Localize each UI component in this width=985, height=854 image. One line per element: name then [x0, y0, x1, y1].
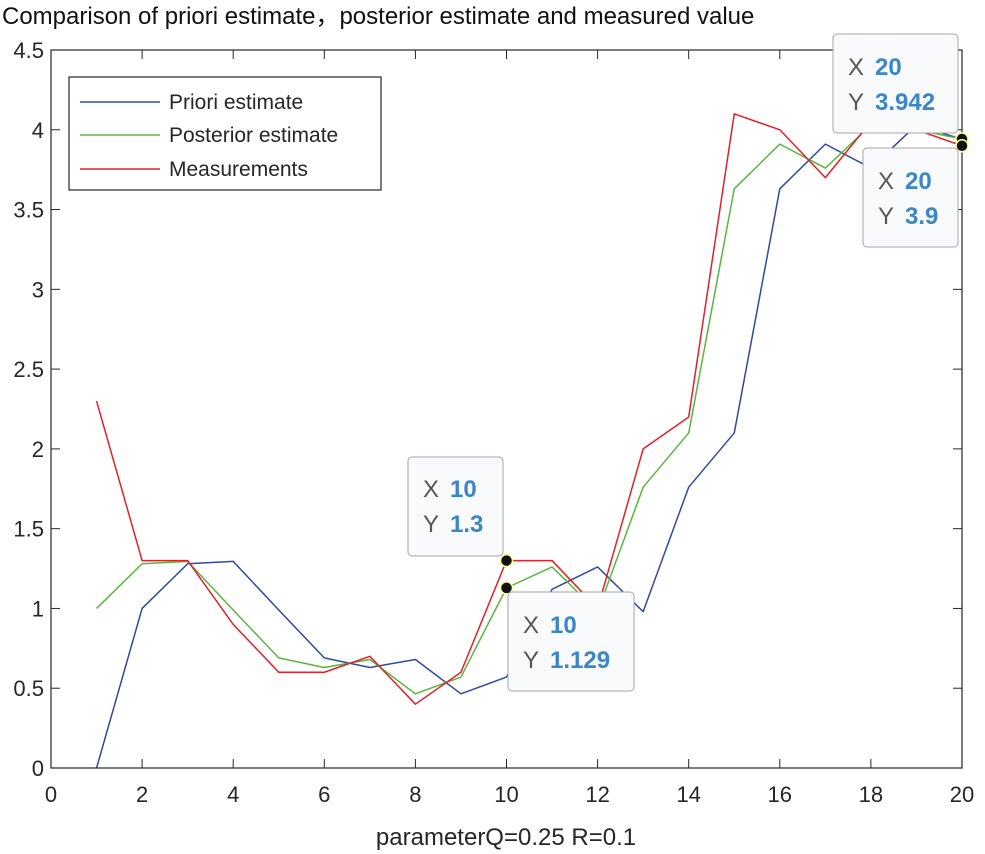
x-tick-label: 2 — [136, 782, 148, 807]
y-tick-label: 0 — [32, 756, 44, 781]
datatip-x-value: 10 — [450, 476, 477, 503]
y-tick-label: 4 — [32, 118, 44, 143]
datatip-y-label: Y — [523, 647, 539, 674]
datatip-y-label: Y — [878, 203, 894, 230]
series-line-posterior-estimate — [96, 124, 963, 695]
plot-border — [50, 49, 963, 769]
datatip-y-label: Y — [848, 89, 864, 116]
x-tick-label: 4 — [227, 782, 239, 807]
datatip-box — [407, 456, 504, 557]
datatip-3[interactable]: X 20 Y 3.942 — [832, 33, 959, 134]
y-tick-label: 3.5 — [13, 198, 44, 223]
x-tick-label: 16 — [768, 782, 792, 807]
datatip-box — [507, 591, 635, 692]
datatip-x-value: 20 — [875, 54, 902, 81]
datatip-x-value: 10 — [550, 612, 577, 639]
x-tick-label: 0 — [45, 782, 57, 807]
legend-box — [68, 76, 382, 191]
y-tick-label: 2.5 — [13, 357, 44, 382]
x-axis: 0 2 4 6 8 10 12 14 16 18 20 — [45, 50, 974, 807]
datatip-y-value: 1.3 — [450, 511, 483, 538]
x-tick-label: 20 — [950, 782, 974, 807]
legend: Priori estimate Posterior estimate Measu… — [68, 76, 382, 191]
x-tick-label: 8 — [409, 782, 421, 807]
datatip-x-value: 20 — [905, 168, 932, 195]
datatip-y-value: 3.942 — [875, 89, 935, 116]
datatip-x-label: X — [523, 612, 539, 639]
datatip-1[interactable]: X 10 Y 1.3 — [407, 456, 504, 557]
y-tick-label: 1 — [32, 596, 44, 621]
y-tick-label: 3 — [32, 277, 44, 302]
datatip-marker[interactable] — [499, 581, 514, 595]
x-tick-label: 18 — [859, 782, 883, 807]
datatip-y-value: 3.9 — [905, 203, 938, 230]
x-tick-label: 14 — [676, 782, 700, 807]
x-tick-label: 6 — [318, 782, 330, 807]
y-tick-label: 4.5 — [13, 38, 44, 63]
datatip-marker[interactable] — [955, 138, 969, 153]
datatip-x-label: X — [878, 168, 894, 195]
chart-title: Comparison of priori estimate，posterior … — [2, 3, 754, 30]
datatip-y-value: 1.129 — [550, 647, 610, 674]
datatip-marker[interactable] — [499, 553, 514, 568]
y-tick-label: 0.5 — [13, 676, 44, 701]
y-tick-label: 1.5 — [13, 517, 44, 542]
legend-label-priori: Priori estimate — [169, 91, 303, 114]
x-tick-label: 12 — [585, 782, 609, 807]
datatip-x-label: X — [848, 54, 864, 81]
x-axis-label: parameterQ=0.25 R=0.1 — [376, 824, 636, 851]
datatip-box — [862, 147, 959, 248]
datatip-4[interactable]: X 20 Y 3.9 — [862, 147, 959, 248]
datatip-2[interactable]: X 10 Y 1.129 — [507, 591, 635, 692]
y-axis: 0 0.5 1 1.5 2 2.5 3 3.5 4 4.5 — [13, 38, 962, 781]
series-line-measurements — [95, 113, 963, 705]
legend-label-posterior: Posterior estimate — [169, 124, 338, 147]
datatip-box — [832, 33, 959, 134]
datatip-x-label: X — [423, 476, 439, 503]
x-tick-label: 10 — [494, 782, 518, 807]
datatip-markers — [499, 132, 969, 595]
y-tick-label: 2 — [32, 437, 44, 462]
datatip-y-label: Y — [423, 511, 439, 538]
legend-label-measurements: Measurements — [169, 158, 308, 181]
